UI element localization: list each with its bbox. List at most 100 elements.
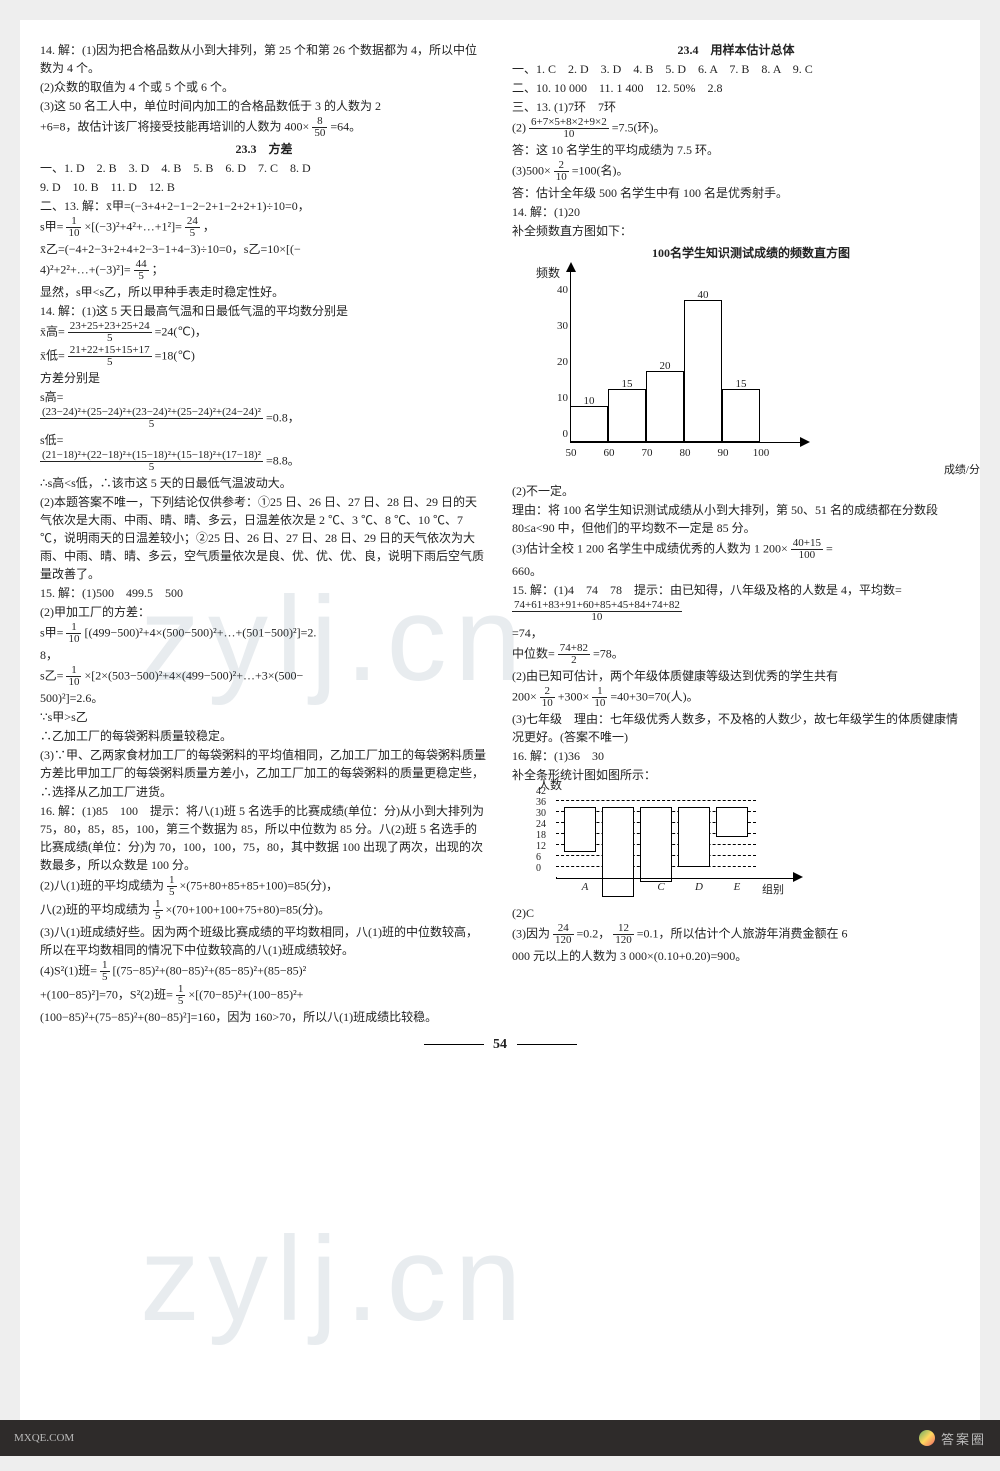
fraction: 74+822 xyxy=(558,643,590,666)
text-line: (23−24)²+(25−24)²+(23−24)²+(25−24)²+(24−… xyxy=(40,407,488,430)
text-span: ×(70+100+100+75+80)=85(分)。 xyxy=(166,902,331,916)
arrowhead-right-icon xyxy=(793,872,803,882)
footer-brand: 答案圈 xyxy=(919,1429,986,1448)
text-line: 理由：将 100 名学生知识测试成绩从小到大排列，第 50、51 名的成绩都在分… xyxy=(512,501,960,537)
text-span: =8.8。 xyxy=(266,453,300,467)
text-line: (3)八(1)班成绩好些。因为两个班级比赛成绩的平均数相同，八(1)班的中位数较… xyxy=(40,923,488,959)
chart-bar: 15 xyxy=(722,389,760,442)
text-span: +300× xyxy=(558,689,593,703)
fraction: 21+22+15+15+175 xyxy=(68,345,152,368)
text-line: 660。 xyxy=(512,562,960,580)
text-span: 中位数= xyxy=(512,646,558,660)
document-page: zylj.cn zylj.cn 14. 解：(1)因为把合格品数从小到大排列，第… xyxy=(20,20,980,1420)
fraction: 23+25+23+25+245 xyxy=(68,321,152,344)
x-tick-label: 90 xyxy=(704,445,742,462)
text-line: =74， xyxy=(512,624,960,642)
text-line: (2)八(1)班的平均成绩为 15 ×(75+80+85+85+100)=85(… xyxy=(40,875,488,898)
fraction: 15 xyxy=(153,899,163,922)
chart-y-label: 频数 xyxy=(536,264,960,282)
text-span: (2)八(1)班的平均成绩为 xyxy=(40,878,167,892)
text-line: 补全条形统计图如图所示： xyxy=(512,766,960,784)
fraction: (21−18)²+(22−18)²+(15−18)²+(15−18)²+(17−… xyxy=(40,450,263,473)
section-heading-23-4: 23.4 用样本估计总体 xyxy=(512,41,960,59)
text-line: (3)这 50 名工人中，单位时间内加工的合格品数低于 3 的人数为 2 xyxy=(40,97,488,115)
text-line: 16. 解：(1)36 30 xyxy=(512,747,960,765)
brand-text: 答案圈 xyxy=(941,1429,986,1448)
text-line: 二、13. 解：x̄甲=(−3+4+2−1−2−2+1−2+2+1)÷10=0， xyxy=(40,197,488,215)
x-axis-labels: 5060708090100 xyxy=(552,445,960,462)
arrowhead-up-icon xyxy=(566,262,576,272)
text-span: =40+30=70(人)。 xyxy=(610,689,698,703)
bar-value-label: 15 xyxy=(723,376,759,393)
bar-value-label: 40 xyxy=(685,287,721,304)
text-span: ×[(−3)²+4²+…+1²]= xyxy=(84,219,184,233)
text-line: s乙= 110 ×[2×(503−500)²+4×(499−500)²+…+3×… xyxy=(40,665,488,688)
text-line: 8， xyxy=(40,646,488,664)
text-line: ∴选择从乙加工厂进货。 xyxy=(40,783,488,801)
text-span: =0.2， xyxy=(577,926,611,940)
text-line: (3)因为 24120 =0.2， 12120 =0.1，所以估计个人旅游年消费… xyxy=(512,923,960,946)
text-line: +(100−85)²]=70，S²(2)班= 15 ×[(70−85)²+(10… xyxy=(40,984,488,1007)
chart-plot-area: 010203040 1015204015 xyxy=(570,282,800,443)
text-line: 15. 解：(1)500 499.5 500 xyxy=(40,584,488,602)
x-tick-label: 50 xyxy=(552,445,590,462)
text-line: (100−85)²+(75−85)²+(80−85)²]=160，因为 160>… xyxy=(40,1008,488,1026)
fraction: 12120 xyxy=(613,923,634,946)
fraction: 15 xyxy=(167,875,177,898)
text-line: +6=8，故估计该厂将接受技能再培训的人数为 400× 850 =64。 xyxy=(40,116,488,139)
text-line: 三、13. (1)7环 7环 xyxy=(512,98,960,116)
watermark-2: zylj.cn xyxy=(140,1210,529,1348)
fraction: 110 xyxy=(66,665,81,688)
page-number: 54 xyxy=(493,1037,507,1052)
text-line: (2)由已知可估计，两个年级体质健康等级达到优秀的学生共有 xyxy=(512,667,960,685)
histogram-chart: 100名学生知识测试成绩的频数直方图 频数 010203040 10152040… xyxy=(542,244,960,478)
fraction: 24120 xyxy=(553,923,574,946)
fraction: 245 xyxy=(185,216,200,239)
chart-bars xyxy=(564,807,754,897)
text-span: ×(75+80+85+85+100)=85(分)， xyxy=(180,878,339,892)
text-line: 中位数= 74+822 =78。 xyxy=(512,643,960,666)
answer-line: 一、1. C 2. D 3. D 4. B 5. D 6. A 7. B 8. … xyxy=(512,60,960,78)
text-line: 74+61+83+91+60+85+45+84+74+8210 xyxy=(512,600,960,623)
text-line: (3)估计全校 1 200 名学生中成绩优秀的人数为 1 200× 40+151… xyxy=(512,538,960,561)
text-line: (2)不一定。 xyxy=(512,482,960,500)
text-span: +(100−85)²]=70，S²(2)班= xyxy=(40,987,176,1001)
text-span: =78。 xyxy=(593,646,624,660)
text-span: s甲= xyxy=(40,625,66,639)
fraction: (23−24)²+(25−24)²+(23−24)²+(25−24)²+(24−… xyxy=(40,407,263,430)
text-span: ×[(70−85)²+(100−85)²+ xyxy=(188,987,303,1001)
text-line: 答：这 10 名学生的平均成绩为 7.5 环。 xyxy=(512,141,960,159)
site-footer-bar: MXQE.COM 答案圈 xyxy=(0,1420,1000,1456)
text-line: 000 元以上的人数为 3 000×(0.10+0.20)=900。 xyxy=(512,947,960,965)
text-line: (2)本题答案不唯一，下列结论仅供参考：①25 日、26 日、27 日、28 日… xyxy=(40,493,488,583)
y-axis-ticks: 010203040 xyxy=(542,282,568,442)
text-span: =0.8， xyxy=(266,410,300,424)
text-span: 八(2)班的平均成绩为 xyxy=(40,902,153,916)
answer-line: 9. D 10. B 11. D 12. B xyxy=(40,178,488,196)
chart-bar: 10 xyxy=(570,406,608,442)
fraction: 110 xyxy=(66,622,81,645)
x-tick-label: 80 xyxy=(666,445,704,462)
text-span: (2) xyxy=(512,120,529,134)
fraction: 15 xyxy=(100,960,110,983)
right-column: 23.4 用样本估计总体 一、1. C 2. D 3. D 4. B 5. D … xyxy=(512,40,960,1027)
answer-line: 二、10. 10 000 11. 1 400 12. 50% 2.8 xyxy=(512,79,960,97)
fraction: 6+7×5+8×2+9×210 xyxy=(529,117,609,140)
text-line: s高= xyxy=(40,388,488,406)
x-tick-label: 100 xyxy=(742,445,780,462)
fraction: 210 xyxy=(540,686,555,709)
text-span: (3)因为 xyxy=(512,926,553,940)
text-span: s乙= xyxy=(40,668,66,682)
text-line: 500)²]=2.6。 xyxy=(40,689,488,707)
answer-line: 一、1. D 2. B 3. D 4. B 5. B 6. D 7. C 8. … xyxy=(40,159,488,177)
text-line: 答：估计全年级 500 名学生中有 100 名是优秀射手。 xyxy=(512,184,960,202)
text-span: 200× xyxy=(512,689,540,703)
text-line: x̄低= 21+22+15+15+175 =18(℃) xyxy=(40,345,488,368)
text-span: s甲= xyxy=(40,219,66,233)
text-line: s甲= 110 [(499−500)²+4×(500−500)²+…+(501−… xyxy=(40,622,488,645)
x-axis-line xyxy=(556,877,793,879)
section-heading-23-3: 23.3 方差 xyxy=(40,140,488,158)
text-line: (2)C xyxy=(512,904,960,922)
text-span: (4)S²(1)班= xyxy=(40,963,100,977)
fraction: 445 xyxy=(134,259,149,282)
